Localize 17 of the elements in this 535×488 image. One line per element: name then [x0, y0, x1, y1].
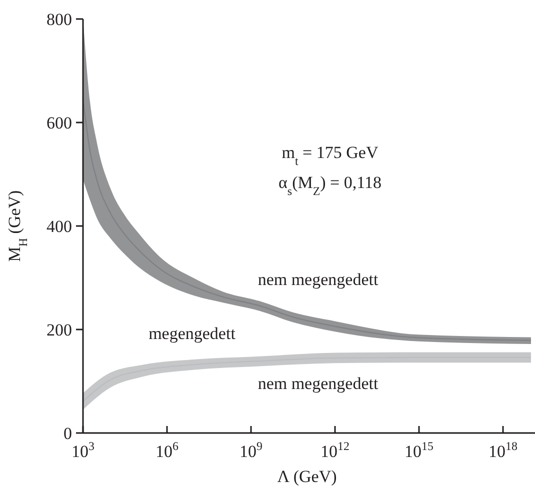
- x-tick-label: 10$^{12}$: [320, 439, 350, 461]
- y-tick-label: 800: [46, 10, 72, 29]
- annotation: m$_{t}$ = 175 GeV: [282, 143, 379, 168]
- x-tick-label: 10$^{15}$: [404, 439, 434, 461]
- annotation: nem megengedett: [258, 374, 378, 393]
- y-tick-label: 400: [46, 216, 72, 236]
- annotation: megengedett: [148, 324, 236, 343]
- y-tick-label: 600: [46, 113, 72, 132]
- annotation: nem megengedett: [258, 270, 378, 289]
- x-tick-label: 10$^{6}$: [156, 439, 179, 461]
- x-tick-label: 10$^{18}$: [488, 439, 518, 461]
- x-tick-label: 10$^{9}$: [240, 439, 263, 461]
- x-tick-label: 10$^{3}$: [72, 439, 95, 461]
- annotation: α$_{s}$(M$_{Z}$) = 0,118: [278, 173, 382, 198]
- y-tick-label: 200: [46, 320, 72, 340]
- y-tick-label: 0: [64, 424, 72, 443]
- x-axis-title: Λ (GeV): [277, 467, 337, 486]
